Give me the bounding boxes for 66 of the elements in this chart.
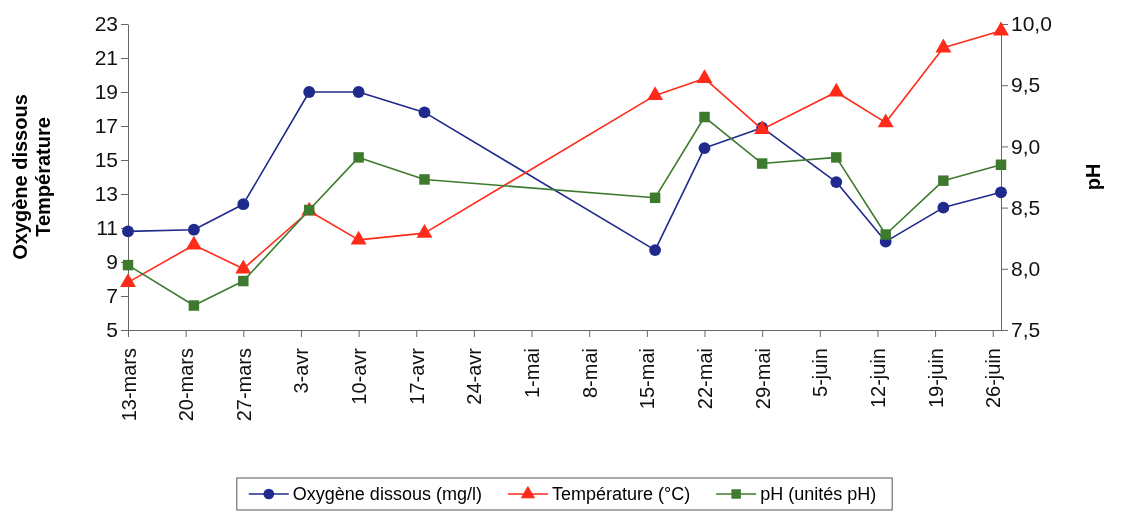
- y-tick-label: 19: [94, 80, 118, 104]
- point: [935, 38, 952, 53]
- x-tick-label: 24-avr: [463, 347, 486, 405]
- point: [122, 225, 134, 238]
- y2-tick-label: 7,5: [1011, 318, 1041, 342]
- point: [237, 198, 250, 211]
- point: [938, 175, 949, 186]
- x-tick-label: 12-juin: [866, 348, 889, 409]
- legend-label: pH (unités pH): [760, 484, 877, 505]
- point: [696, 69, 713, 83]
- point: [187, 223, 200, 236]
- point: [993, 21, 1009, 36]
- x-tick-label: 10-avr: [348, 347, 371, 405]
- point: [698, 142, 711, 155]
- point: [647, 86, 664, 100]
- point: [353, 152, 364, 163]
- point: [995, 159, 1007, 170]
- x-tick-label: 17-avr: [405, 347, 428, 405]
- point: [830, 176, 843, 189]
- legend-label: Oxygène dissous (mg/l): [292, 484, 482, 505]
- y2-tick-label: 9,0: [1011, 134, 1041, 158]
- point: [756, 158, 768, 169]
- point: [995, 186, 1007, 199]
- x-tick-label: 5-juin: [809, 348, 832, 397]
- y-tick-label: 7: [106, 284, 118, 308]
- point: [122, 259, 134, 271]
- x-tick-label: 26-juin: [982, 348, 1005, 409]
- y-axis-title: Oxygène dissous Température: [8, 94, 54, 260]
- y2-tick-label: 9,5: [1011, 73, 1041, 97]
- point: [419, 174, 430, 185]
- y-tick-label: 15: [94, 148, 118, 172]
- y2-tick-label: 10,0: [1011, 12, 1052, 36]
- y2-tick-label: 8,0: [1011, 257, 1041, 281]
- point: [828, 82, 845, 97]
- point: [880, 229, 891, 240]
- point: [188, 300, 200, 311]
- x-tick-label: 19-juin: [924, 348, 947, 409]
- y-tick-label: 17: [94, 114, 118, 138]
- x-tick-label: 3-avr: [290, 347, 313, 394]
- point: [352, 86, 365, 98]
- point: [699, 111, 710, 123]
- x-tick-label: 27-mars: [232, 348, 255, 422]
- point: [303, 86, 316, 98]
- x-tick-label: 20-mars: [175, 348, 198, 422]
- point: [649, 192, 661, 204]
- point: [877, 113, 894, 128]
- y-tick-label: 11: [96, 216, 118, 240]
- point: [418, 106, 431, 119]
- point: [238, 275, 249, 287]
- x-tick-label: 8-mai: [578, 348, 601, 399]
- point: [937, 201, 950, 214]
- y-tick-label: 9: [106, 250, 118, 274]
- y-tick-label: 5: [106, 318, 118, 342]
- x-tick-label: 13-mars: [117, 348, 140, 422]
- legend-label: Température (°C): [551, 484, 691, 505]
- x-tick-label: 15-mai: [636, 348, 659, 410]
- y2-tick-label: 8,5: [1011, 195, 1041, 219]
- y-tick-label: 21: [94, 46, 118, 70]
- point: [649, 244, 662, 257]
- x-tick-label: 22-mai: [694, 348, 717, 410]
- y-tick-label: 13: [94, 182, 118, 206]
- y2-axis-title: pH: [1082, 163, 1104, 191]
- point: [831, 152, 842, 163]
- y-tick-label: 23: [94, 12, 118, 36]
- x-tick-label: 1-mai: [521, 348, 544, 399]
- x-tick-label: 29-mai: [751, 348, 774, 410]
